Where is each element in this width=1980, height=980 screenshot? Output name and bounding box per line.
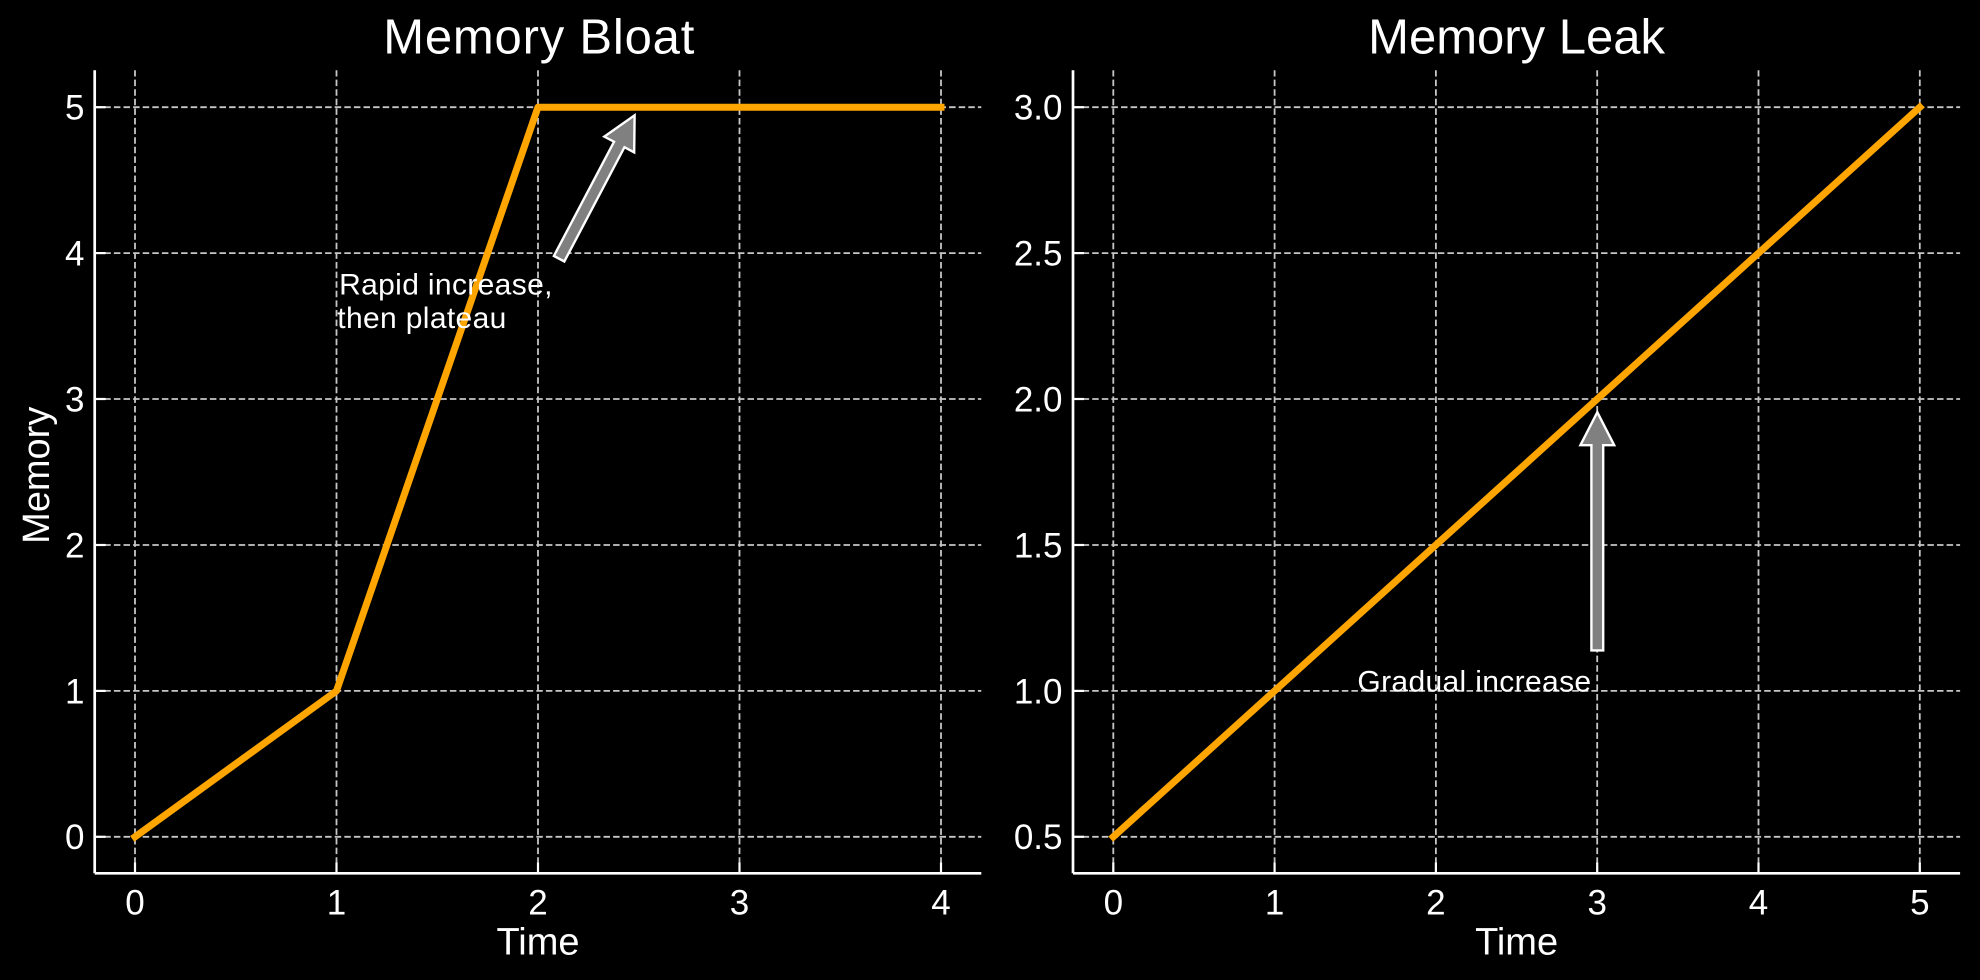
svg-text:3.0: 3.0 xyxy=(1014,89,1063,128)
svg-text:Gradual increase: Gradual increase xyxy=(1357,666,1591,699)
svg-text:5: 5 xyxy=(1910,884,1929,923)
svg-text:2: 2 xyxy=(1426,884,1445,923)
svg-text:4: 4 xyxy=(1749,884,1768,923)
svg-text:Rapid increase,: Rapid increase, xyxy=(339,269,553,302)
svg-text:Memory Bloat: Memory Bloat xyxy=(383,11,695,65)
svg-text:1.0: 1.0 xyxy=(1014,672,1063,711)
svg-text:0: 0 xyxy=(125,884,144,923)
svg-text:4: 4 xyxy=(65,235,84,274)
svg-text:Memory Leak: Memory Leak xyxy=(1368,11,1665,65)
svg-text:1: 1 xyxy=(327,884,346,923)
svg-text:3: 3 xyxy=(65,380,84,419)
svg-text:1: 1 xyxy=(65,672,84,711)
svg-text:then plateau: then plateau xyxy=(337,302,506,335)
svg-text:3: 3 xyxy=(1587,884,1606,923)
svg-text:0.5: 0.5 xyxy=(1014,818,1063,857)
svg-text:3: 3 xyxy=(730,884,749,923)
svg-text:5: 5 xyxy=(65,89,84,128)
svg-text:Memory: Memory xyxy=(16,407,58,544)
svg-text:1.5: 1.5 xyxy=(1014,526,1063,565)
svg-text:0: 0 xyxy=(65,818,84,857)
svg-text:Time: Time xyxy=(496,921,579,963)
svg-text:2.5: 2.5 xyxy=(1014,235,1063,274)
svg-text:0: 0 xyxy=(1104,884,1123,923)
svg-text:2: 2 xyxy=(528,884,547,923)
svg-text:1: 1 xyxy=(1265,884,1284,923)
svg-text:2.0: 2.0 xyxy=(1014,380,1063,419)
svg-text:2: 2 xyxy=(65,526,84,565)
svg-text:Time: Time xyxy=(1475,921,1558,963)
svg-text:4: 4 xyxy=(931,884,950,923)
